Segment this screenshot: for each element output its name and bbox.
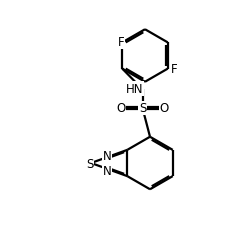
Text: N: N	[103, 164, 112, 177]
Text: N: N	[103, 150, 112, 163]
Text: S: S	[139, 102, 146, 115]
Text: S: S	[86, 157, 94, 170]
Text: O: O	[116, 102, 126, 115]
Text: O: O	[160, 102, 169, 115]
Text: HN: HN	[126, 83, 143, 96]
Text: F: F	[118, 36, 124, 48]
Text: F: F	[171, 63, 177, 76]
